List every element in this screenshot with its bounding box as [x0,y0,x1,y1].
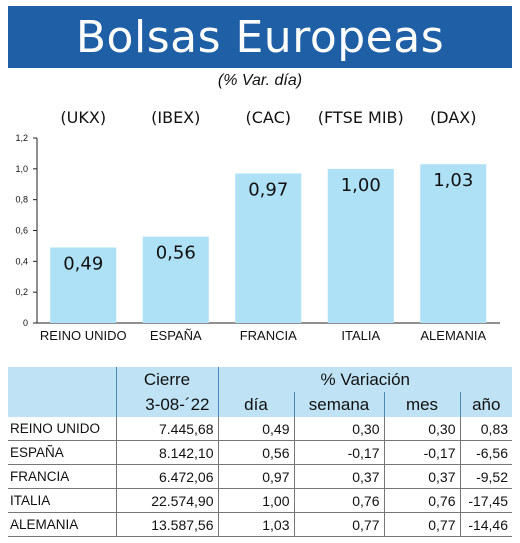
x-category-label: REINO UNIDO [40,328,127,343]
index-label: (FTSE MIB) [318,108,404,127]
bar-value-label: 0,49 [63,253,103,274]
table-cell-day: 0,97 [217,464,294,489]
table-cell-day: 0,56 [217,440,294,465]
table-subheader-date: 3-08-´22 [115,392,218,417]
data-table-container: Cierre % Variación 3-08-´22 día semana m… [8,367,512,543]
table-cell-close: 13.587,56 [115,512,218,537]
table-cell-week: 0,76 [293,488,384,513]
bar [50,247,117,323]
table-header-variacion: % Variación [217,367,512,392]
x-category-label: ESPAÑA [150,328,202,343]
chart-subtitle: (% Var. día) [217,72,303,89]
table-header-blank [8,367,116,392]
table-cell-week: 0,77 [293,512,384,537]
index-label: (CAC) [246,108,292,127]
table-cell-week: 0,30 [293,417,384,441]
table-cell-week: 0,37 [293,464,384,489]
x-category-label: ITALIA [341,328,380,343]
table-cell-close: 7.445,68 [115,417,218,441]
bar-value-label: 0,56 [156,243,196,264]
index-label: (UKX) [60,108,106,127]
y-tick-label: 0,6 [15,226,28,236]
y-tick-label: 1,0 [15,164,28,174]
bar-value-label: 1,00 [341,175,381,196]
table-cell-country: REINO UNIDO [8,417,116,441]
bar [142,236,209,323]
index-label: (IBEX) [151,108,200,127]
table-cell-close: 22.574,90 [115,488,218,513]
bar [420,164,487,323]
table-cell-country: ALEMANIA [8,512,116,537]
table-cell-month: 0,37 [383,464,460,489]
table-cell-year: -9,52 [459,464,512,489]
bar-value-label: 1,03 [433,170,473,191]
table-row: REINO UNIDO 7.445,68 0,49 0,30 0,30 0,83 [8,417,512,441]
table-group-header-row: Cierre % Variación [8,367,512,392]
table-subheader-mes: mes [383,392,460,417]
data-table: Cierre % Variación 3-08-´22 día semana m… [8,367,512,537]
table-subheader-ano: año [459,392,512,417]
bar-value-label: 0,97 [248,179,288,200]
table-cell-month: 0,77 [383,512,460,537]
table-cell-country: ESPAÑA [8,440,116,465]
table-cell-year: -17,45 [459,488,512,513]
y-tick-label: 0,2 [15,287,28,297]
x-category-label: FRANCIA [240,328,297,343]
table-cell-month: -0,17 [383,440,460,465]
table-cell-day: 1,00 [217,488,294,513]
table-cell-close: 8.142,10 [115,440,218,465]
table-header-cierre: Cierre [115,367,218,392]
table-cell-week: -0,17 [293,440,384,465]
table-cell-country: FRANCIA [8,464,116,489]
index-label: (DAX) [430,108,476,127]
table-row: FRANCIA 6.472,06 0,97 0,37 0,37 -9,52 [8,464,512,489]
page-title: Bolsas Europeas [75,11,445,63]
table-cell-month: 0,30 [383,417,460,441]
y-tick-label: 0,8 [15,195,28,205]
bar [327,168,394,323]
y-tick-label: 1,2 [15,133,28,143]
y-tick-label: 0,4 [15,256,28,266]
y-tick-label: 0 [23,318,28,328]
table-row: ESPAÑA 8.142,10 0,56 -0,17 -0,17 -6,56 [8,440,512,465]
title-banner: Bolsas Europeas [8,6,512,68]
table-cell-country: ITALIA [8,488,116,513]
table-cell-day: 1,03 [217,512,294,537]
bar [235,173,302,323]
table-sub-header-row: 3-08-´22 día semana mes año [8,392,512,417]
table-row: ALEMANIA 13.587,56 1,03 0,77 0,77 -14,46 [8,512,512,537]
table-subheader-blank [8,392,116,417]
x-category-label: ALEMANIA [420,328,486,343]
table-cell-close: 6.472,06 [115,464,218,489]
bar-chart: 0 0,2 0,4 0,6 0,8 1,0 1,2 0,49 REINO UNIDO (UKX) 0… [15,108,500,343]
table-cell-year: 0,83 [459,417,512,441]
table-cell-month: 0,76 [383,488,460,513]
table-subheader-dia: día [217,392,294,417]
table-subheader-semana: semana [293,392,384,417]
table-cell-year: -14,46 [459,512,512,537]
table-row: ITALIA 22.574,90 1,00 0,76 0,76 -17,45 [8,488,512,513]
table-cell-year: -6,56 [459,440,512,465]
table-cell-day: 0,49 [217,417,294,441]
